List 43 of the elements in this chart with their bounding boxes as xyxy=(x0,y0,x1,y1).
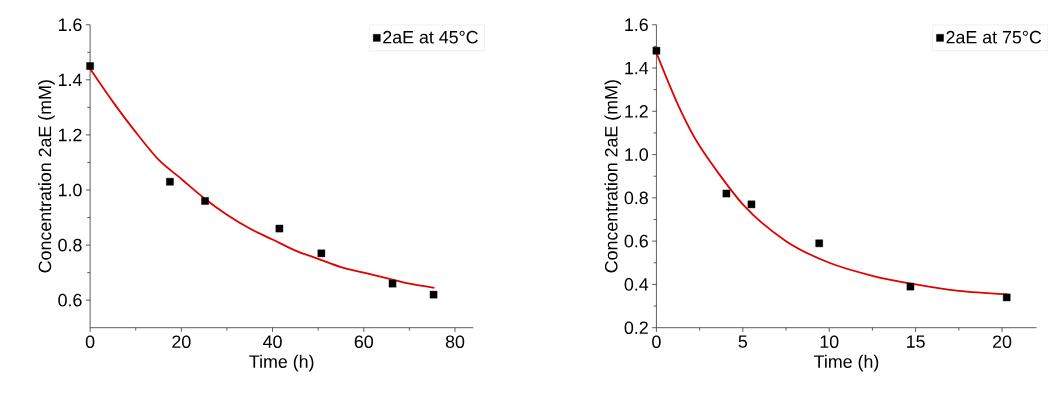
y-tick-label: 1.2 xyxy=(625,105,648,118)
y-tick-label: 0.8 xyxy=(58,238,82,252)
x-tick-label: 60 xyxy=(354,335,374,349)
x-tick-label: 80 xyxy=(445,335,465,349)
x-axis-title: Time (h) xyxy=(814,354,879,372)
y-tick-label: 1.0 xyxy=(58,183,82,197)
y-tick-label: 0.6 xyxy=(624,234,648,248)
point xyxy=(86,62,94,70)
point xyxy=(652,46,661,55)
point xyxy=(201,197,209,205)
point xyxy=(388,279,397,288)
x-tick-label: 10 xyxy=(820,335,839,349)
y-tick-label: 1.6 xyxy=(625,18,648,32)
x-tick-label: 5 xyxy=(738,335,748,348)
point xyxy=(815,239,823,248)
x-tick-label: 40 xyxy=(263,335,282,349)
x-tick-label: 20 xyxy=(993,335,1012,349)
point xyxy=(1002,293,1011,302)
point xyxy=(747,200,756,209)
point xyxy=(166,177,174,186)
x-tick-label: 20 xyxy=(172,335,191,349)
legend-label: 2aE at 45°C xyxy=(383,30,478,44)
y-tick-label: 1.4 xyxy=(625,61,649,75)
legend-label: 2aE at 75°C xyxy=(946,30,1042,44)
y-tick-label: 0.8 xyxy=(624,191,648,205)
point xyxy=(317,249,326,258)
point xyxy=(722,189,731,198)
y-tick-label: 1.0 xyxy=(625,148,649,161)
x-tick-label: 0 xyxy=(85,335,95,349)
y-axis-title: Concentration 2aE (mM) xyxy=(38,80,55,273)
x-axis-title: Time (h) xyxy=(249,354,314,372)
y-tick-label: 0.6 xyxy=(58,293,82,307)
y-tick-label: 0.4 xyxy=(624,278,649,291)
y-tick-label: 1.2 xyxy=(58,128,82,142)
y-tick-label: 1.6 xyxy=(58,18,82,32)
point xyxy=(275,224,284,233)
point xyxy=(906,282,915,291)
y-axis-title: Concentration 2aE (mM) xyxy=(604,80,622,273)
x-tick-label: 0 xyxy=(652,335,661,349)
y-tick-label: 1.4 xyxy=(58,73,82,86)
y-tick-label: 0.2 xyxy=(624,321,648,334)
x-tick-label: 15 xyxy=(907,335,925,348)
point xyxy=(429,290,438,299)
